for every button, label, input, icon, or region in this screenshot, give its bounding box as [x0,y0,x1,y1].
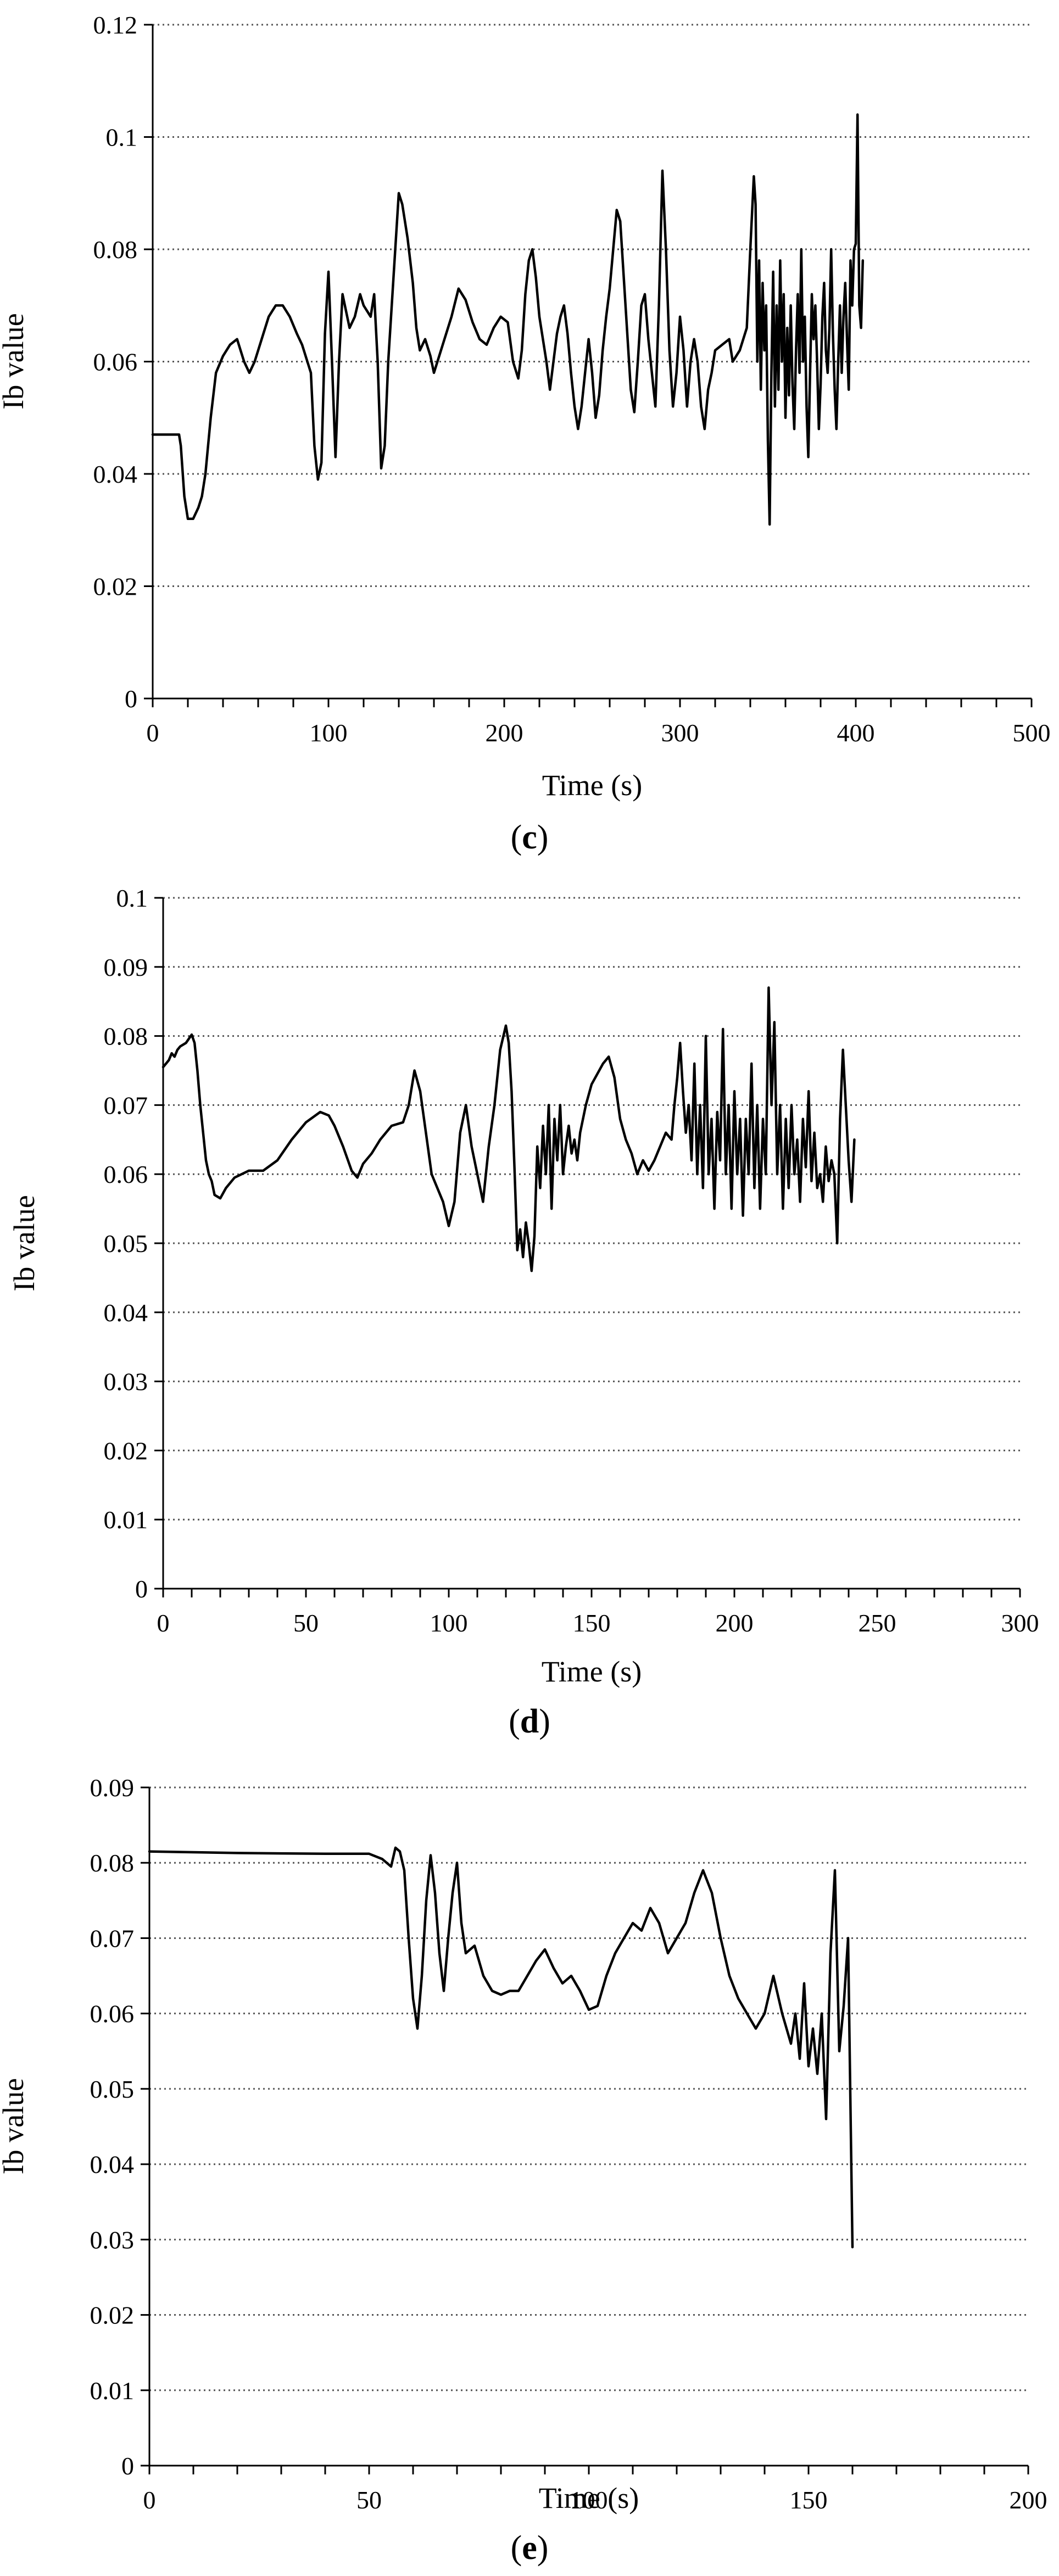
y-tick-label: 0.01 [90,2377,135,2405]
chart-c: 0 0.02 0.04 0.06 0.08 0.1 0.12 0 100 200 300 400 500… [0,11,1051,802]
y-tick-label: 0.05 [104,1230,148,1258]
chart-d: 0 0.01 0.02 0.03 0.04 0.05 0.06 0.07 0.08 0.09 0.1… [8,884,1039,1688]
y-tick-label: 0.01 [104,1506,148,1534]
chart-panel-c: 0 0.02 0.04 0.06 0.08 0.1 0.12 0 100 200 300 400 500… [0,0,1059,879]
chart-panel-e: 0 0.01 0.02 0.03 0.04 0.05 0.06 0.07 0.08 0.09 0 50… [0,1757,1059,2576]
y-tick-label: 0.12 [93,11,138,39]
y-tick-label: 0.02 [104,1437,148,1465]
y-tick-label: 0.03 [104,1368,148,1396]
x-tick-label: 0 [157,1609,170,1637]
caption-open-paren: ( [510,819,522,856]
caption-close-paren: ) [537,819,549,856]
x-tick-label: 100 [430,1609,468,1637]
caption-open-paren: ( [510,2529,522,2567]
x-tick-label: 500 [1013,719,1051,747]
caption-open-paren: ( [509,1703,520,1740]
y-axis-label: Ib value [8,1195,41,1291]
caption-e: (e) [0,2529,1059,2568]
y-tick-label: 0.09 [104,953,148,981]
y-tick-label: 0 [135,1575,148,1603]
y-tick-label: 0.08 [104,1022,148,1050]
x-axis-label: Time (s) [539,2482,639,2514]
caption-close-paren: ) [537,2529,549,2567]
y-tick-label: 0.04 [93,460,138,488]
x-tick-label: 100 [570,2486,608,2514]
y-tick-label: 0.07 [104,1091,148,1119]
y-tick-label: 0.04 [90,2150,135,2178]
y-axis-label: Ib value [0,313,30,409]
x-axis-label: Time (s) [542,769,643,802]
y-tick-label: 0.1 [116,884,148,912]
x-tick-label: 200 [486,719,523,747]
x-axis-label: Time (s) [542,1655,642,1688]
chart-e: 0 0.01 0.02 0.03 0.04 0.05 0.06 0.07 0.08 0.09 0 50… [0,1774,1047,2514]
chart-panel-d: 0 0.01 0.02 0.03 0.04 0.05 0.06 0.07 0.08 0.09 0.1… [0,879,1059,1757]
y-tick-label: 0.06 [90,2000,135,2028]
y-tick-label: 0.02 [93,573,138,601]
series-line [148,1846,854,2249]
caption-c: (c) [0,818,1059,857]
series-line [161,986,856,1272]
x-tick-label: 400 [837,719,875,747]
y-tick-label: 0.03 [90,2226,135,2254]
caption-letter: e [522,2529,537,2567]
y-tick-label: 0.08 [93,236,138,264]
x-tick-label: 200 [716,1609,754,1637]
y-tick-label: 0.07 [90,1924,135,1952]
y-tick-label: 0.04 [104,1299,148,1327]
y-tick-label: 0 [125,685,137,713]
x-tick-label: 200 [1010,2486,1047,2514]
caption-letter: d [520,1703,539,1740]
x-tick-label: 50 [293,1609,319,1637]
x-tick-label: 50 [356,2486,382,2514]
y-tick-label: 0.06 [104,1160,148,1188]
y-tick-label: 0.05 [90,2075,135,2103]
x-tick-label: 300 [661,719,699,747]
y-tick-label: 0.09 [90,1774,135,1802]
x-tick-label: 100 [310,719,348,747]
y-tick-label: 0.1 [106,124,138,152]
y-tick-label: 0 [121,2452,134,2480]
caption-close-paren: ) [539,1703,550,1740]
series-line [151,113,865,526]
x-tick-label: 150 [573,1609,611,1637]
caption-d: (d) [0,1702,1059,1741]
y-tick-label: 0.02 [90,2301,135,2329]
x-tick-label: 250 [859,1609,896,1637]
y-tick-label: 0.06 [93,348,138,376]
caption-letter: c [522,819,537,856]
y-tick-label: 0.08 [90,1849,135,1877]
y-axis-label: Ib value [0,2078,30,2174]
x-tick-label: 300 [1001,1609,1039,1637]
x-tick-label: 0 [147,719,159,747]
x-tick-label: 0 [143,2486,156,2514]
x-tick-label: 150 [790,2486,828,2514]
